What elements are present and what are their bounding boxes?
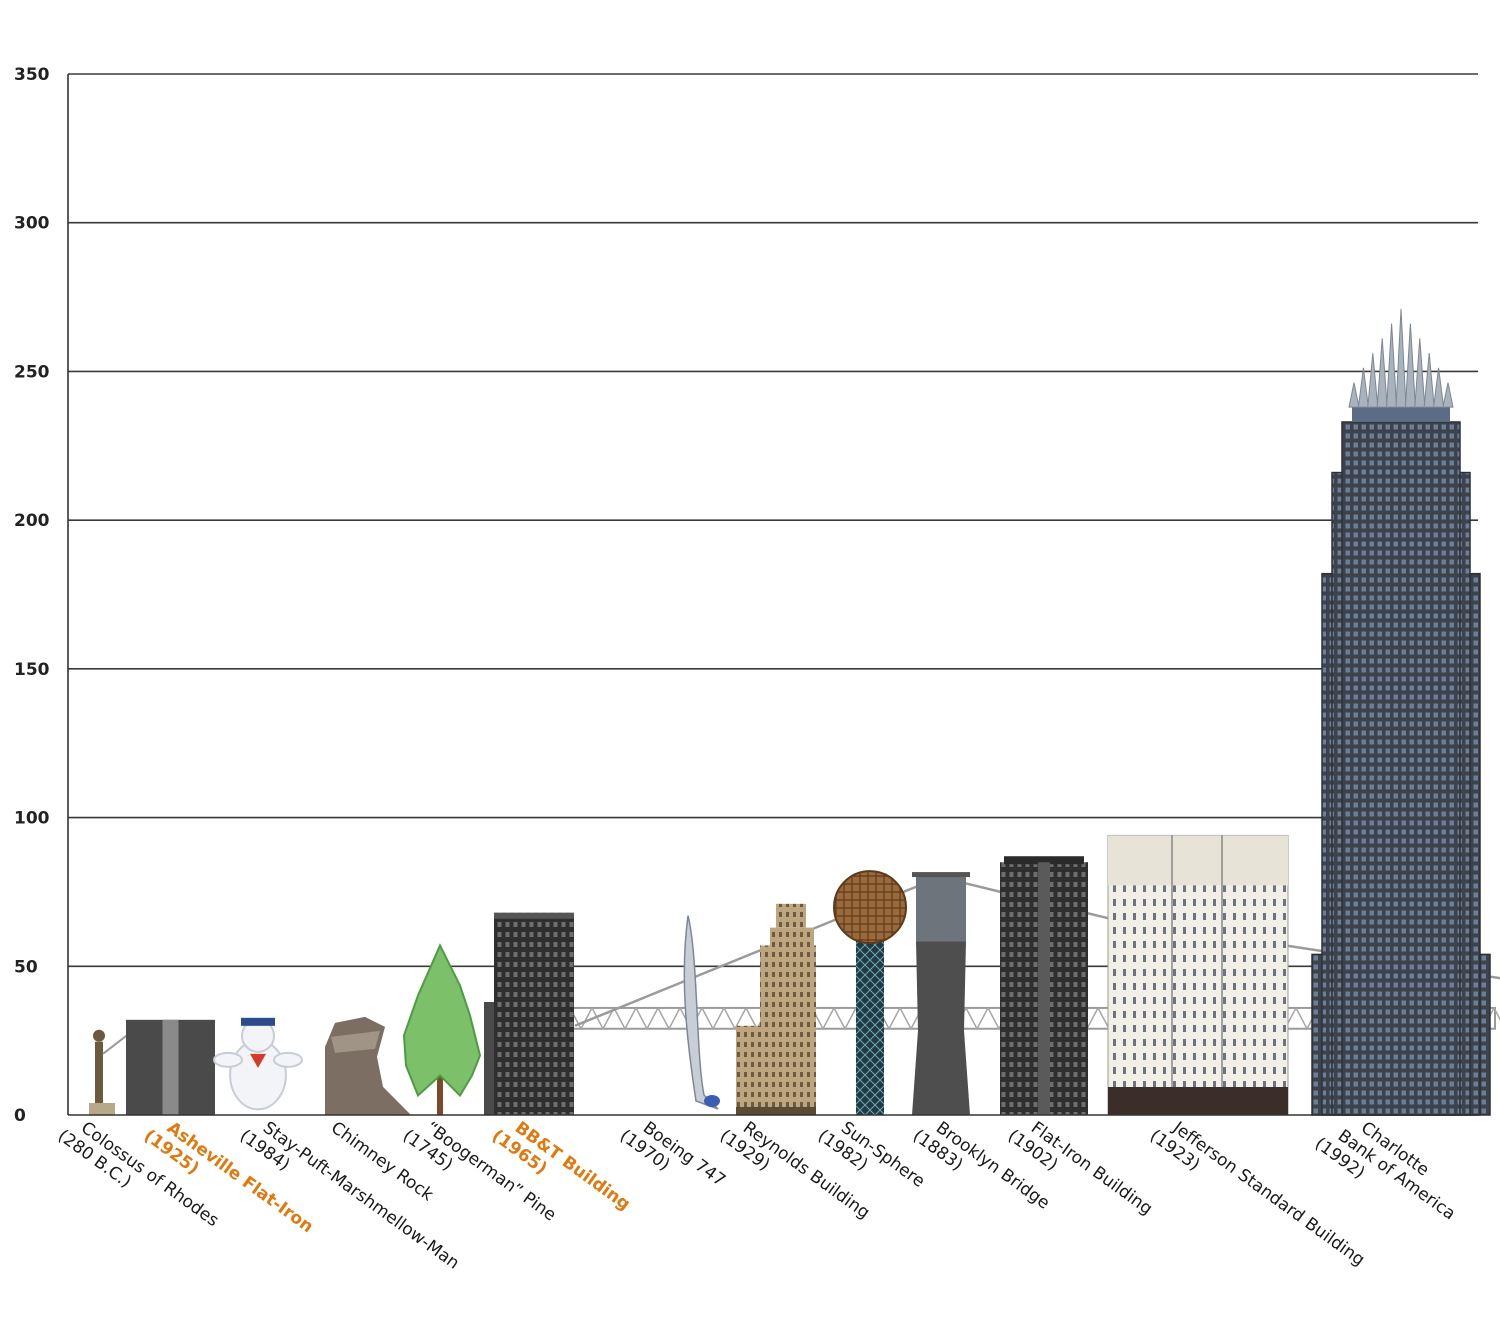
- y-tick-labels: 0 50 100 150 200 250 300 350: [14, 65, 50, 1126]
- bar-colossus-of-rhodes-280-b-c: [89, 1029, 130, 1115]
- bar-jefferson-standard-building-1923: [1107, 834, 1289, 1116]
- bar-reynolds-building-1929: [736, 903, 816, 1115]
- x-label-charlotte-bank-of-america-1992: CharlotteBank of America(1992): [1311, 1101, 1471, 1240]
- y-tick-label: 300: [14, 214, 50, 234]
- x-label-bb-t-building-1965: BB&T Building(1965): [488, 1110, 634, 1231]
- bar-stay-puft-marshmellow-man-1984: [213, 1017, 303, 1111]
- y-tick-label: 50: [14, 957, 38, 977]
- bar-bb-t-building-1965: [484, 912, 574, 1115]
- gridlines: [68, 73, 1478, 968]
- x-label-flat-iron-building-1902: Flat-Iron Building(1902): [1004, 1110, 1156, 1236]
- bar-boogerman-pine-1745: [402, 943, 482, 1115]
- bar-chimney-rock: [325, 1016, 411, 1115]
- bar-brooklyn-bridge-1883: [912, 872, 970, 1115]
- axes: [67, 74, 1478, 1116]
- bar-charlotte-bank-of-america-1992: [1311, 308, 1491, 1116]
- bar-sun-sphere-1982: [833, 870, 907, 1115]
- y-tick-label: 100: [14, 809, 50, 829]
- bar-flat-iron-building-1902: [1000, 856, 1088, 1115]
- y-tick-label: 150: [14, 660, 50, 680]
- y-tick-label: 200: [14, 511, 50, 531]
- bar-boeing-747-1970: [683, 915, 720, 1110]
- bar-asheville-flat-iron-1925: [126, 1019, 215, 1115]
- y-tick-label: 250: [14, 362, 50, 382]
- x-category-labels: Colossus of Rhodes(280 B.C.) Asheville Fl…: [54, 1101, 1471, 1287]
- bars: [89, 308, 1491, 1116]
- y-tick-label: 350: [14, 65, 50, 85]
- x-label-colossus-of-rhodes-280-b-c: Colossus of Rhodes(280 B.C.): [54, 1110, 222, 1248]
- y-tick-label: 0: [14, 1106, 26, 1126]
- x-label-boeing-747-1970: Boeing 747(1970): [616, 1110, 729, 1207]
- x-label-jefferson-standard-building-1923: Jefferson Standard Building(1923): [1146, 1110, 1368, 1287]
